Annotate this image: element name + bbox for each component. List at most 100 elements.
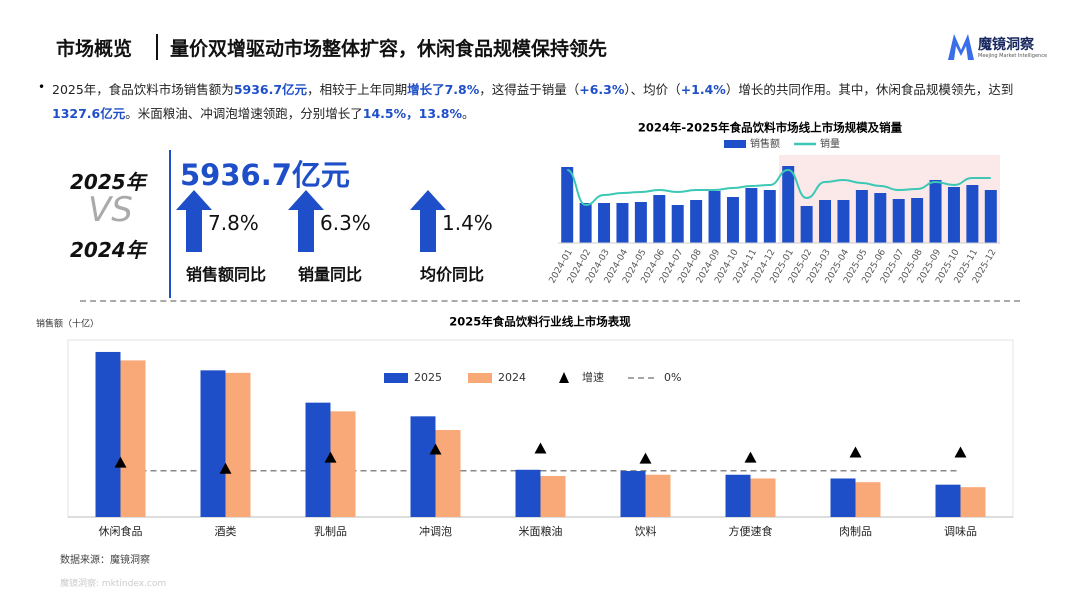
kpi-value: 7.8%: [208, 211, 259, 235]
kpi-label: 销量同比: [298, 265, 363, 284]
summary-highlight: +1.4%: [680, 82, 726, 97]
growth-marker: [639, 452, 652, 464]
summary-highlight: 增长了7.8%: [407, 82, 480, 97]
summary-highlight: +6.3%: [579, 82, 625, 97]
bar: [671, 205, 684, 243]
summary-text: ）增长的共同作用。其中，休闲食品规模领先，达到: [725, 82, 1014, 97]
bar: [515, 469, 541, 517]
growth-marker: [849, 446, 862, 458]
legend-label: 销量: [820, 137, 840, 150]
bar: [540, 475, 566, 517]
kpi-value: 6.3%: [320, 211, 371, 235]
summary-text: 2025年，食品饮料市场销售额为: [52, 82, 234, 97]
bar: [855, 482, 881, 517]
bar: [708, 191, 721, 243]
x-tick-label: 肉制品: [839, 525, 872, 538]
chart-title: 2024年-2025年食品饮料市场线上市场规模及销量: [638, 121, 903, 135]
bar: [634, 202, 647, 243]
bar: [690, 200, 703, 243]
bar: [225, 372, 251, 517]
x-tick-label: 方便速食: [729, 524, 773, 538]
summary-text: ）、均价（: [624, 82, 681, 97]
bar: [561, 167, 574, 243]
bar: [935, 484, 961, 517]
x-tick-label: 米面粮油: [519, 524, 563, 538]
summary-text: ，这得益于销量（: [479, 82, 580, 97]
x-tick-label: 冲调泡: [419, 524, 452, 538]
bar: [800, 206, 813, 243]
bar: [960, 487, 986, 517]
subtitle: 量价双增驱动市场整体扩容，休闲食品规模保持领先: [170, 38, 608, 60]
kpi-divider: [169, 150, 171, 298]
growth-marker: [114, 456, 127, 468]
legend-swatch: [559, 372, 569, 383]
growth-marker: [219, 462, 232, 474]
growth-marker: [324, 451, 337, 463]
bar: [947, 187, 960, 243]
bar: [763, 190, 776, 243]
up-arrow: [288, 190, 324, 252]
legend-swatch: [468, 373, 492, 383]
legend-label: 销售额: [750, 137, 780, 150]
bar: [435, 430, 461, 517]
bar: [745, 188, 758, 243]
bar: [750, 478, 776, 517]
bar: [598, 203, 611, 243]
bar: [830, 478, 856, 517]
line: [566, 168, 991, 207]
section-divider: [80, 300, 1020, 302]
headline-value: 5936.7亿元: [180, 158, 350, 192]
up-arrow: [410, 190, 446, 252]
legend-label: 2024: [498, 371, 526, 384]
vs: VS: [88, 190, 133, 230]
x-tick-label: 饮料: [635, 524, 657, 538]
growth-marker: [744, 451, 757, 463]
kpi-label: 销售额同比: [186, 265, 267, 284]
bar: [929, 180, 942, 243]
growth-marker: [954, 446, 967, 458]
summary-highlight: 1327.6亿元: [52, 106, 126, 121]
bar: [874, 193, 887, 243]
kpi-value: 1.4%: [442, 211, 493, 235]
title: 市场概览: [56, 38, 133, 60]
bar: [819, 200, 832, 243]
bar: [410, 416, 436, 517]
bar: [966, 185, 979, 243]
legend-swatch: [724, 140, 746, 148]
bar: [725, 474, 751, 517]
kpi-label: 均价同比: [420, 265, 485, 284]
bar: [120, 360, 146, 517]
legend-label: 2025: [414, 371, 442, 384]
legend-label: 增速: [582, 370, 604, 384]
bar: [837, 200, 850, 243]
summary-highlight: 14.5%，13.8%: [362, 106, 462, 121]
bar: [645, 474, 671, 517]
source: 数据来源：魔镜洞察: [60, 555, 150, 566]
summary-highlight: 5936.7亿元: [233, 82, 308, 97]
x-tick-label: 休闲食品: [99, 524, 143, 538]
y-axis-label: 销售额（十亿）: [36, 318, 99, 330]
growth-marker: [534, 442, 547, 454]
bar: [911, 198, 924, 243]
summary-text: ，相较于上年同期: [307, 82, 408, 97]
bullet: •: [38, 80, 46, 94]
legend-label: 0%: [664, 371, 681, 384]
bar: [653, 195, 666, 243]
x-tick-label: 酒类: [215, 524, 237, 538]
current-year: 2025年: [70, 170, 146, 194]
bar: [95, 351, 121, 517]
bar: [726, 197, 739, 243]
x-tick-label: 乳制品: [314, 525, 347, 538]
bar: [579, 203, 592, 243]
title-divider: [156, 34, 158, 60]
summary-text: 。米面粮油、冲调泡增速领跑，分别增长了: [125, 106, 363, 121]
logo-icon: [948, 34, 974, 60]
x-tick-label: 调味品: [944, 525, 977, 538]
bar: [984, 190, 997, 243]
growth-marker: [429, 443, 442, 455]
legend-swatch: [384, 373, 408, 383]
highlight-region: [779, 155, 1000, 243]
bar: [782, 166, 795, 243]
bar: [200, 370, 226, 517]
